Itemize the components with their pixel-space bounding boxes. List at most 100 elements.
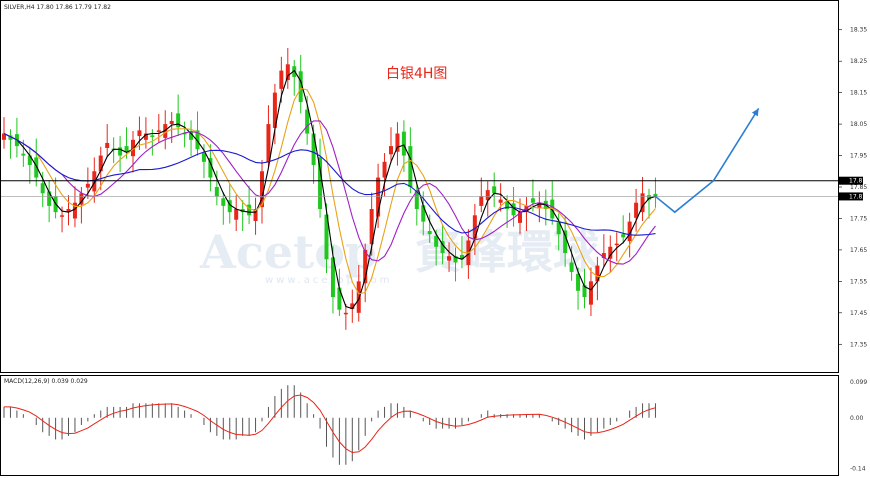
macd-axis: 0.099 0.00 -0.14 (850, 379, 867, 472)
price-tick-label: 17.35 (850, 341, 867, 348)
candle-body (356, 281, 361, 313)
candle-body (640, 193, 645, 213)
candle-body (588, 281, 593, 305)
candle-body (621, 234, 626, 238)
candle-body (582, 285, 587, 298)
candle-body (85, 183, 90, 188)
candle-body (537, 202, 542, 209)
candle-body (143, 133, 148, 140)
candle-body (156, 130, 161, 132)
candle-body (60, 215, 65, 217)
candle-body (311, 133, 316, 165)
price-tick-label: 17.75 (850, 215, 867, 222)
price-tick-label: 18.05 (850, 121, 867, 128)
candle-body (279, 70, 284, 89)
candle-body (337, 287, 342, 310)
candle-body (131, 139, 135, 157)
candle-body (414, 190, 419, 210)
candle-body (92, 171, 97, 192)
candle-body (376, 177, 381, 217)
candle-body (40, 183, 45, 194)
watermark: Acetop 資峰環球 www.acetop.com (199, 225, 600, 286)
price-tick-label: 17.55 (850, 278, 867, 285)
ma-fast-line (3, 69, 656, 310)
candle-body (421, 205, 426, 222)
candle-body (389, 146, 393, 155)
symbol-header: SILVER,H4 17.80 17.86 17.79 17.82 (4, 4, 111, 11)
candle-body (79, 193, 84, 205)
candle-body (27, 155, 32, 165)
candle-body (253, 209, 258, 221)
candle-body (518, 212, 522, 223)
candle-body (221, 198, 226, 206)
candle-body (395, 133, 400, 152)
candle-body (505, 201, 510, 210)
candle-body (47, 191, 52, 206)
candle-body (260, 171, 264, 208)
candle-body (530, 198, 535, 203)
horizontal-levels: 17.87 17.82 (1, 176, 866, 201)
candle-body (369, 209, 374, 245)
candle-body (318, 157, 323, 210)
candle-body (266, 124, 271, 162)
candle-body (98, 155, 103, 172)
candle-body (472, 215, 477, 239)
candle-body (330, 257, 335, 298)
forecast-arrow (654, 107, 760, 214)
candle-body (601, 253, 606, 259)
chart-annotation-title: 白银4H图 (386, 66, 447, 82)
candle-body (214, 187, 219, 197)
candle-body (195, 130, 200, 150)
price-tick-label: 18.25 (850, 58, 867, 65)
candle-body (647, 195, 651, 200)
watermark-cn: 資峰環球 (415, 225, 600, 279)
candle-body (8, 135, 13, 140)
candle-body (298, 71, 303, 103)
candle-body (595, 265, 600, 282)
candle-body (208, 158, 213, 178)
candle-body (343, 312, 348, 315)
candle-body (479, 196, 484, 206)
candle-body (440, 241, 445, 254)
price-badge-label: 17.82 (849, 193, 866, 200)
candles (2, 47, 658, 330)
candle-body (176, 113, 181, 128)
candle-body (485, 190, 490, 201)
candle-body (247, 204, 252, 216)
candle-body (227, 200, 232, 213)
macd-tick-label: 0.00 (850, 415, 864, 422)
watermark-url: www.acetop.com (265, 275, 393, 286)
candle-body (182, 132, 187, 135)
candle-body (498, 199, 503, 203)
candle-body (66, 209, 71, 212)
candle-body (459, 254, 464, 260)
candle-body (234, 209, 239, 220)
candle-body (427, 231, 432, 235)
candle-body (576, 273, 581, 291)
price-badge-label: 17.87 (849, 178, 866, 185)
macd-panel (0, 375, 839, 476)
candle-body (556, 222, 561, 235)
candle-body (492, 186, 497, 194)
candle-body (453, 256, 458, 263)
price-badge (839, 176, 863, 185)
price-tick-label: 17.95 (850, 153, 867, 160)
candle-body (72, 202, 77, 219)
candle-body (382, 161, 387, 178)
price-tick-label: 18.35 (850, 27, 867, 34)
candle-body (608, 246, 613, 259)
ma-orange-line (3, 87, 656, 295)
price-tick-label: 17.65 (850, 247, 867, 254)
candle-body (105, 142, 110, 148)
macd-tick-label: -0.14 (850, 465, 866, 472)
candle-body (2, 133, 6, 140)
candle-body (137, 130, 142, 137)
moving-averages (3, 69, 656, 310)
candle-body (324, 214, 329, 260)
candle-body (408, 146, 413, 187)
candle-body (524, 205, 529, 213)
candle-body (511, 203, 516, 216)
candle-body (614, 243, 619, 246)
price-axis: 18.35 18.25 18.15 18.05 17.95 17.85 17.75 17.65… (838, 27, 867, 348)
